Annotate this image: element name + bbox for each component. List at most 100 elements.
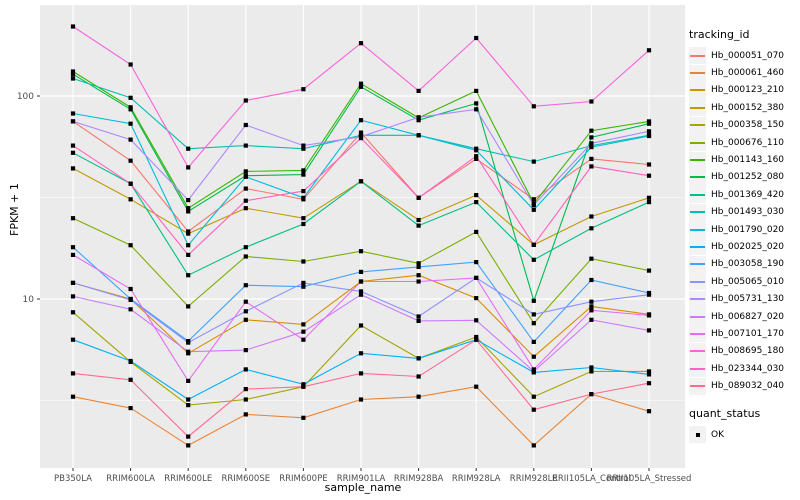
- legend-key: [689, 255, 706, 273]
- legend-key-line-icon: [690, 54, 705, 57]
- legend-key: [689, 186, 706, 204]
- data-point-Hb_001369_420: [301, 221, 306, 227]
- data-point-Hb_000358_150: [531, 394, 536, 399]
- legend-item-label: Hb_000358_150: [711, 120, 785, 131]
- data-point-Hb_008695_180: [70, 24, 76, 29]
- data-point-Hb_001369_420: [474, 200, 479, 205]
- data-point-Hb_005731_130: [70, 119, 76, 124]
- data-point-Hb_000676_110: [186, 304, 191, 309]
- data-point-Hb_001790_020: [589, 145, 594, 150]
- data-point-Hb_001790_020: [531, 207, 536, 212]
- legend-item-label: Hb_000676_110: [711, 137, 785, 148]
- data-point-Hb_007101_170: [301, 337, 306, 342]
- legend-item-label: Hb_005731_130: [711, 294, 785, 305]
- data-point-Hb_001143_160: [70, 69, 76, 74]
- data-point-Hb_001790_020: [70, 111, 76, 116]
- legend-key: [689, 47, 706, 65]
- data-point-Hb_001369_420: [416, 223, 421, 228]
- x-tick-label: RRIM928BA: [394, 474, 444, 484]
- data-point-Hb_002025_020: [358, 351, 364, 356]
- data-point-Hb_005065_010: [301, 280, 306, 285]
- legend-item: Hb_023344_030: [689, 360, 799, 378]
- black-square-point-icon: [695, 432, 700, 437]
- data-point-Hb_001252_080: [474, 101, 479, 106]
- legend-item: Hb_001369_420: [689, 186, 799, 204]
- legend-quant-status: quant_status OK: [689, 407, 799, 443]
- legend-item-label: OK: [711, 429, 724, 440]
- legend-key: [689, 377, 706, 395]
- data-point-Hb_001143_160: [243, 169, 248, 174]
- legend-key-line-icon: [690, 245, 705, 248]
- data-point-Hb_000123_210: [531, 354, 536, 359]
- data-point-Hb_000676_110: [416, 261, 421, 266]
- data-point-Hb_006827_020: [301, 329, 306, 334]
- x-tick-label: RRIM928LA: [452, 474, 501, 484]
- data-point-Hb_005731_130: [474, 107, 479, 112]
- legend-item-label: Hb_008695_180: [711, 346, 785, 357]
- legend-key-line-icon: [690, 263, 705, 266]
- data-point-Hb_089032_040: [301, 384, 306, 389]
- data-point-Hb_008695_180: [474, 35, 479, 41]
- data-point-Hb_000152_380: [646, 195, 652, 200]
- data-point-Hb_001493_030: [186, 146, 191, 151]
- data-point-Hb_000676_110: [243, 254, 248, 259]
- data-point-Hb_000676_110: [589, 256, 594, 261]
- y-axis-title: FPKM + 1: [8, 183, 21, 236]
- data-point-Hb_000061_460: [416, 394, 421, 399]
- legend-title-quant-status: quant_status: [689, 406, 761, 420]
- data-point-Hb_023344_030: [301, 189, 306, 194]
- legend-key-line-icon: [690, 72, 705, 75]
- data-point-Hb_005731_130: [531, 203, 536, 208]
- legend-item: Hb_000358_150: [689, 116, 799, 134]
- legend-key: [689, 168, 706, 186]
- data-point-Hb_005065_010: [589, 299, 594, 304]
- data-point-Hb_001493_030: [243, 143, 248, 148]
- legend-item-label: Hb_089032_040: [711, 381, 785, 392]
- data-point-Hb_006827_020: [128, 307, 133, 312]
- data-point-Hb_006827_020: [646, 328, 652, 333]
- data-point-Hb_008695_180: [416, 88, 421, 93]
- legend-key-line-icon: [690, 193, 705, 196]
- data-point-Hb_006827_020: [416, 318, 421, 323]
- data-point-Hb_000051_070: [243, 186, 248, 191]
- data-point-Hb_000358_150: [70, 310, 76, 315]
- data-point-Hb_001252_080: [70, 72, 76, 77]
- data-point-Hb_005731_130: [416, 115, 421, 120]
- data-point-Hb_000152_380: [474, 193, 479, 198]
- data-point-Hb_001493_030: [70, 76, 76, 81]
- data-point-Hb_001369_420: [243, 245, 248, 250]
- legend-key: [689, 342, 706, 360]
- x-tick-label: RRII105LA_Stressed: [607, 474, 692, 484]
- data-point-Hb_023344_030: [186, 252, 191, 257]
- data-point-Hb_008695_180: [646, 48, 652, 53]
- legend-item-label: Hb_006827_020: [711, 311, 785, 322]
- data-point-Hb_001790_020: [358, 118, 364, 123]
- data-point-Hb_001252_080: [128, 107, 133, 112]
- data-point-Hb_005065_010: [186, 340, 191, 345]
- data-point-Hb_007101_170: [416, 279, 421, 284]
- data-point-Hb_000358_150: [474, 334, 479, 340]
- legend-item-ok: OK: [689, 426, 799, 443]
- data-point-Hb_007101_170: [531, 367, 536, 372]
- data-point-Hb_003058_190: [301, 284, 306, 289]
- x-tick-label: PB350LA: [54, 474, 92, 484]
- x-tick-label: RRIM901LA: [337, 474, 386, 484]
- data-point-Hb_006827_020: [70, 294, 76, 299]
- data-point-Hb_000676_110: [70, 216, 76, 221]
- data-point-Hb_000061_460: [70, 394, 76, 399]
- data-point-Hb_089032_040: [186, 434, 191, 439]
- legend-item: Hb_001252_080: [689, 168, 799, 186]
- data-point-Hb_001252_080: [358, 84, 364, 89]
- data-point-Hb_000061_460: [531, 443, 536, 448]
- data-point-Hb_000051_070: [646, 162, 652, 167]
- data-point-Hb_001369_420: [70, 150, 76, 155]
- data-point-Hb_005731_130: [243, 122, 248, 128]
- legend-item: Hb_007101_170: [689, 325, 799, 343]
- legend-item: Hb_002025_020: [689, 238, 799, 256]
- legend-key: [689, 221, 706, 239]
- data-point-Hb_023344_030: [416, 195, 421, 200]
- data-point-Hb_006827_020: [474, 318, 479, 323]
- x-tick-label: RRIM600LE: [164, 474, 212, 484]
- data-point-Hb_003058_190: [589, 277, 594, 283]
